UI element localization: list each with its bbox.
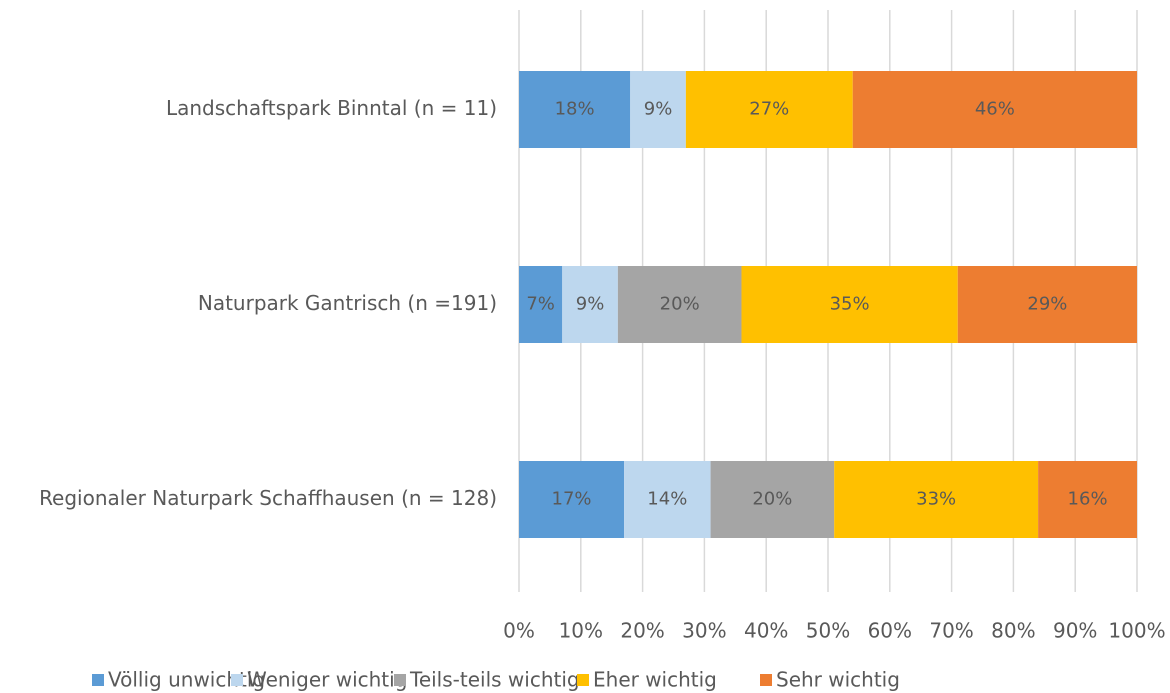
x-tick-label: 20% [620, 619, 664, 643]
bar-segment [1038, 461, 1137, 538]
data-label: 14% [647, 489, 687, 510]
data-label: 35% [830, 294, 870, 315]
legend-swatch [231, 674, 243, 686]
category-label: Landschaftspark Binntal (n = 11) [166, 96, 497, 120]
x-tick-label: 90% [1053, 619, 1097, 643]
x-tick-label: 50% [806, 619, 850, 643]
data-label: 20% [660, 294, 700, 315]
data-label: 33% [916, 489, 956, 510]
x-tick-label: 60% [868, 619, 912, 643]
data-label: 17% [552, 489, 592, 510]
legend-swatch [760, 674, 772, 686]
bar-segment [834, 461, 1039, 538]
x-tick-label: 80% [991, 619, 1035, 643]
data-label: 20% [752, 489, 792, 510]
bar-segment [710, 461, 835, 538]
x-tick-label: 100% [1108, 619, 1165, 643]
legend-label: Sehr wichtig [776, 668, 900, 692]
bar-segment [519, 461, 625, 538]
data-label: 46% [975, 99, 1015, 120]
data-label: 16% [1068, 489, 1108, 510]
data-label: 9% [644, 99, 673, 120]
bar-segment [741, 266, 958, 343]
x-tick-label: 30% [682, 619, 726, 643]
bar-segment [630, 71, 686, 148]
category-label: Naturpark Gantrisch (n =191) [198, 291, 497, 315]
bar-segment [685, 71, 853, 148]
legend-label: Weniger wichtig [247, 668, 407, 692]
data-label: 29% [1027, 294, 1067, 315]
x-tick-label: 10% [559, 619, 603, 643]
legend-label: Teils-teils wichtig [409, 668, 580, 692]
legend-swatch [394, 674, 406, 686]
bar-segment [562, 266, 618, 343]
bar-segment [519, 266, 563, 343]
legend-swatch [577, 674, 589, 686]
data-label: 18% [555, 99, 595, 120]
data-label: 27% [749, 99, 789, 120]
x-tick-label: 40% [744, 619, 788, 643]
bar-segment [957, 266, 1137, 343]
data-label: 9% [576, 294, 605, 315]
bar-segment [617, 266, 742, 343]
bar-segment [624, 461, 711, 538]
legend-swatch [92, 674, 104, 686]
bar-segment [852, 71, 1137, 148]
legend-label: Eher wichtig [593, 668, 717, 692]
x-tick-label: 0% [503, 619, 535, 643]
x-tick-label: 70% [929, 619, 973, 643]
data-label: 7% [526, 294, 555, 315]
bar-segment [519, 71, 631, 148]
category-label: Regionaler Naturpark Schaffhausen (n = 1… [39, 486, 497, 510]
